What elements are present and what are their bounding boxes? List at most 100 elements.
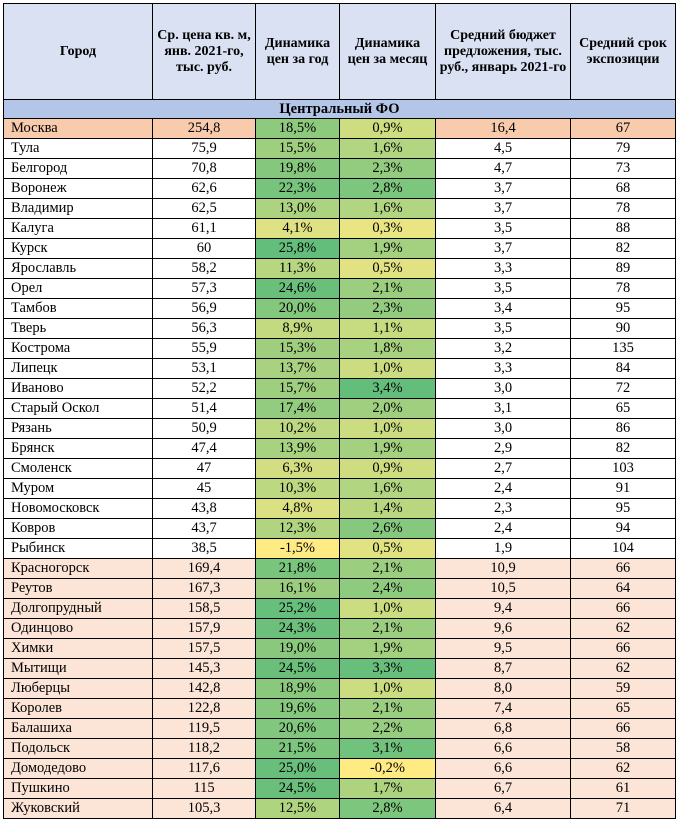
year-change-cell: 17,4% bbox=[255, 398, 340, 419]
exposure-cell: 78 bbox=[570, 278, 676, 299]
month-change-cell: 1,6% bbox=[339, 478, 436, 499]
month-change-cell: 0,9% bbox=[339, 458, 436, 479]
header-month-change: Динамика цен за месяц bbox=[339, 3, 436, 100]
month-change-cell: 1,8% bbox=[339, 338, 436, 359]
month-change-cell: 1,9% bbox=[339, 438, 436, 459]
table-row: Рыбинск 38,5 -1,5% 0,5% 1,9 104 bbox=[3, 538, 676, 559]
price-cell: 115 bbox=[152, 778, 256, 799]
exposure-cell: 58 bbox=[570, 738, 676, 759]
month-change-cell: 2,1% bbox=[339, 698, 436, 719]
year-change-cell: 16,1% bbox=[255, 578, 340, 599]
year-change-cell: 8,9% bbox=[255, 318, 340, 339]
price-cell: 55,9 bbox=[152, 338, 256, 359]
price-cell: 118,2 bbox=[152, 738, 256, 759]
city-cell: Воронеж bbox=[3, 178, 153, 199]
price-cell: 122,8 bbox=[152, 698, 256, 719]
budget-cell: 3,2 bbox=[435, 338, 571, 359]
header-row: Город Ср. цена кв. м, янв. 2021-го, тыс.… bbox=[3, 3, 676, 100]
price-cell: 62,5 bbox=[152, 198, 256, 219]
year-change-cell: 21,8% bbox=[255, 558, 340, 579]
budget-cell: 3,3 bbox=[435, 258, 571, 279]
exposure-cell: 95 bbox=[570, 298, 676, 319]
region-row: Центральный ФО bbox=[3, 99, 676, 119]
table-row: Рязань 50,9 10,2% 1,0% 3,0 86 bbox=[3, 418, 676, 439]
table-row: Ковров 43,7 12,3% 2,6% 2,4 94 bbox=[3, 518, 676, 539]
month-change-cell: 2,1% bbox=[339, 278, 436, 299]
year-change-cell: 11,3% bbox=[255, 258, 340, 279]
city-cell: Старый Оскол bbox=[3, 398, 153, 419]
table-row: Тамбов 56,9 20,0% 2,3% 3,4 95 bbox=[3, 298, 676, 319]
table-row: Мытищи 145,3 24,5% 3,3% 8,7 62 bbox=[3, 658, 676, 679]
budget-cell: 16,4 bbox=[435, 118, 571, 139]
exposure-cell: 64 bbox=[570, 578, 676, 599]
table-row: Балашиха 119,5 20,6% 2,2% 6,8 66 bbox=[3, 718, 676, 739]
exposure-cell: 78 bbox=[570, 198, 676, 219]
table-row: Липецк 53,1 13,7% 1,0% 3,3 84 bbox=[3, 358, 676, 379]
budget-cell: 2,4 bbox=[435, 478, 571, 499]
exposure-cell: 62 bbox=[570, 658, 676, 679]
city-cell: Подольск bbox=[3, 738, 153, 759]
exposure-cell: 84 bbox=[570, 358, 676, 379]
table-row: Белгород 70,8 19,8% 2,3% 4,7 73 bbox=[3, 158, 676, 179]
month-change-cell: 1,0% bbox=[339, 598, 436, 619]
table-row: Муром 45 10,3% 1,6% 2,4 91 bbox=[3, 478, 676, 499]
month-change-cell: -0,2% bbox=[339, 758, 436, 779]
budget-cell: 3,1 bbox=[435, 398, 571, 419]
table-row: Иваново 52,2 15,7% 3,4% 3,0 72 bbox=[3, 378, 676, 399]
year-change-cell: 22,3% bbox=[255, 178, 340, 199]
header-city: Город bbox=[3, 3, 153, 100]
budget-cell: 2,9 bbox=[435, 438, 571, 459]
month-change-cell: 3,4% bbox=[339, 378, 436, 399]
budget-cell: 3,5 bbox=[435, 278, 571, 299]
table-row: Тула 75,9 15,5% 1,6% 4,5 79 bbox=[3, 138, 676, 159]
month-change-cell: 2,8% bbox=[339, 798, 436, 819]
budget-cell: 3,7 bbox=[435, 198, 571, 219]
price-cell: 145,3 bbox=[152, 658, 256, 679]
year-change-cell: 25,0% bbox=[255, 758, 340, 779]
exposure-cell: 68 bbox=[570, 178, 676, 199]
city-cell: Одинцово bbox=[3, 618, 153, 639]
budget-cell: 6,8 bbox=[435, 718, 571, 739]
price-cell: 50,9 bbox=[152, 418, 256, 439]
price-cell: 57,3 bbox=[152, 278, 256, 299]
budget-cell: 3,5 bbox=[435, 218, 571, 239]
budget-cell: 2,4 bbox=[435, 518, 571, 539]
budget-cell: 3,7 bbox=[435, 178, 571, 199]
city-cell: Орел bbox=[3, 278, 153, 299]
table-row: Люберцы 142,8 18,9% 1,0% 8,0 59 bbox=[3, 678, 676, 699]
city-cell: Белгород bbox=[3, 158, 153, 179]
year-change-cell: -1,5% bbox=[255, 538, 340, 559]
table-row: Пушкино 115 24,5% 1,7% 6,7 61 bbox=[3, 778, 676, 799]
price-table: Город Ср. цена кв. м, янв. 2021-го, тыс.… bbox=[3, 3, 676, 819]
exposure-cell: 67 bbox=[570, 118, 676, 139]
price-cell: 51,4 bbox=[152, 398, 256, 419]
exposure-cell: 94 bbox=[570, 518, 676, 539]
price-cell: 61,1 bbox=[152, 218, 256, 239]
table-row: Тверь 56,3 8,9% 1,1% 3,5 90 bbox=[3, 318, 676, 339]
budget-cell: 3,0 bbox=[435, 418, 571, 439]
month-change-cell: 1,6% bbox=[339, 138, 436, 159]
price-cell: 157,5 bbox=[152, 638, 256, 659]
budget-cell: 2,7 bbox=[435, 458, 571, 479]
city-cell: Мытищи bbox=[3, 658, 153, 679]
month-change-cell: 1,0% bbox=[339, 678, 436, 699]
budget-cell: 6,7 bbox=[435, 778, 571, 799]
price-cell: 254,8 bbox=[152, 118, 256, 139]
price-cell: 52,2 bbox=[152, 378, 256, 399]
budget-cell: 4,7 bbox=[435, 158, 571, 179]
year-change-cell: 20,6% bbox=[255, 718, 340, 739]
city-cell: Москва bbox=[3, 118, 153, 139]
budget-cell: 2,3 bbox=[435, 498, 571, 519]
header-budget: Средний бюджет предложения, тыс. руб., я… bbox=[435, 3, 571, 100]
city-cell: Ковров bbox=[3, 518, 153, 539]
table-row: Реутов 167,3 16,1% 2,4% 10,5 64 bbox=[3, 578, 676, 599]
year-change-cell: 24,3% bbox=[255, 618, 340, 639]
budget-cell: 3,4 bbox=[435, 298, 571, 319]
year-change-cell: 24,5% bbox=[255, 778, 340, 799]
year-change-cell: 10,3% bbox=[255, 478, 340, 499]
exposure-cell: 82 bbox=[570, 438, 676, 459]
month-change-cell: 3,3% bbox=[339, 658, 436, 679]
month-change-cell: 1,6% bbox=[339, 198, 436, 219]
city-cell: Липецк bbox=[3, 358, 153, 379]
budget-cell: 6,6 bbox=[435, 758, 571, 779]
